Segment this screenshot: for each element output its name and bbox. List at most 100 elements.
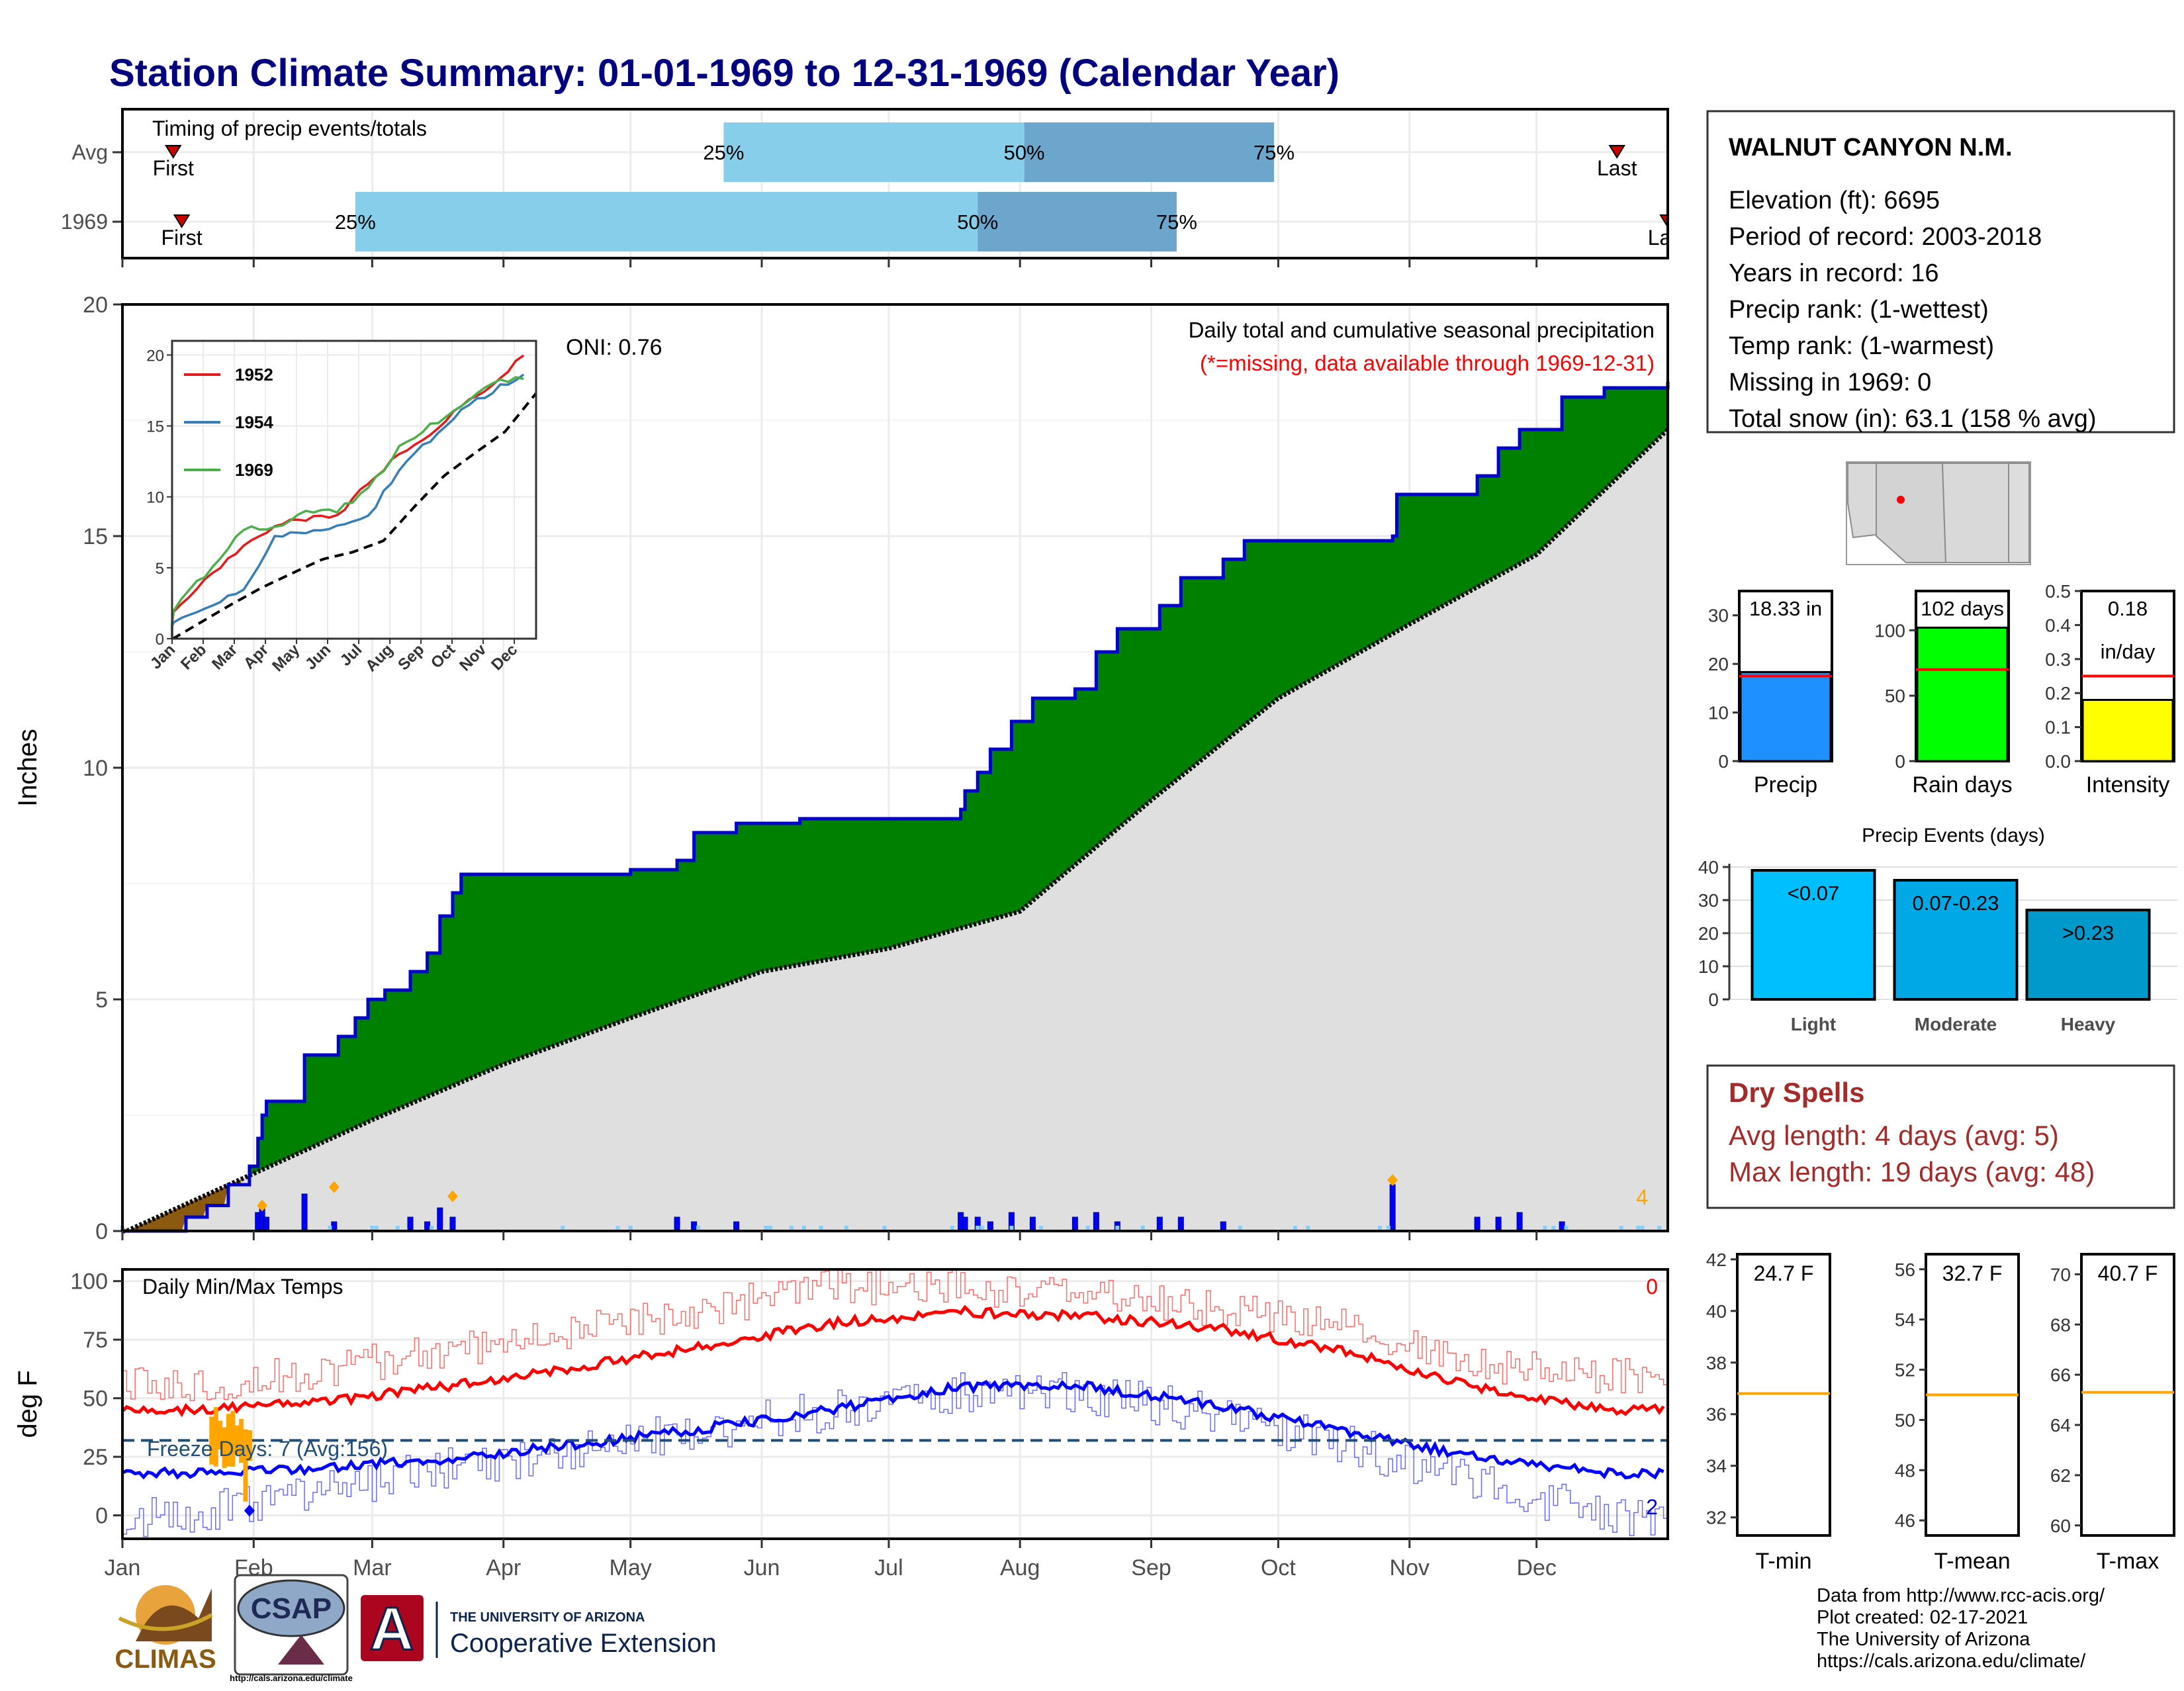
precip-legend-title: Daily total and cumulative seasonal prec…: [1189, 318, 1655, 342]
summary-bar-y-tick-label: 20: [1708, 654, 1729, 674]
summary-bar-chart-intensity: 0.18 in/day 0.0 0.1 0.2 0.3 0.4 0.5 Intensity: [2045, 581, 2175, 798]
station-info-line: Years in record: 16: [1729, 259, 1939, 287]
ua-logo: A THE UNIVERSITY OF ARIZONA Cooperative Ex…: [361, 1594, 716, 1664]
precip-trace-mark: [1140, 1226, 1145, 1231]
precip-daily-bar: [1093, 1212, 1099, 1232]
timing-q75-label: 75%: [1156, 210, 1197, 234]
temp-x-tick-label: Apr: [486, 1555, 521, 1580]
timing-first-marker: [173, 214, 191, 228]
summary-bar-y-tick-label: 0: [1895, 751, 1905, 772]
temp-box-value: 24.7 F: [1754, 1261, 1814, 1285]
precip-climatology-area: [122, 430, 1668, 1231]
precip-trace-mark: [1293, 1226, 1298, 1231]
temp-box-t-min: 24.7 F 32 34 36 38 40 42 T-min: [1706, 1250, 1831, 1574]
footer-line: Data from http://www.rcc-acis.org/: [1817, 1585, 2105, 1606]
dry-spells-box: Dry Spells Avg length: 4 days (avg: 5) Max…: [1706, 1064, 2175, 1209]
temp-chart: Daily Min/Max Temps Freeze Days: 7 (Avg:1…: [13, 1268, 1669, 1580]
precip-daily-bar: [407, 1216, 414, 1232]
temp-box-y-tick-label: 56: [1895, 1259, 1915, 1280]
precip-events-bar: [1893, 879, 2019, 1001]
precip-daily-bar: [733, 1221, 740, 1232]
precip-daily-bar: [691, 1221, 698, 1232]
temp-avg-max-line: [121, 1304, 1665, 1418]
map-station-marker: [1897, 496, 1905, 504]
precip-trace-mark: [976, 1226, 980, 1231]
inset-y-tick-label: 5: [156, 560, 164, 578]
temp-box-y-tick-label: 40: [1706, 1301, 1727, 1322]
temp-y-tick-label: 0: [95, 1504, 108, 1529]
precip-daily-bar: [331, 1221, 338, 1232]
precip-panel-border: [121, 303, 1669, 1232]
timing-last-marker: [1608, 145, 1626, 159]
precip-trace-mark: [615, 1226, 620, 1231]
summary-bar-label: Intensity: [2086, 772, 2170, 798]
summary-bar-y-tick-label: 0.2: [2045, 683, 2071, 704]
temp-box-label: T-max: [2097, 1549, 2159, 1574]
precip-trace-mark: [1386, 1226, 1390, 1231]
precip-daily-bar: [1220, 1221, 1226, 1232]
station-info-line: Precip rank: (1-wettest): [1729, 296, 1989, 324]
map-state-texas: [2008, 463, 2030, 563]
timing-first-label: First: [161, 226, 202, 250]
precip-trace-mark: [1657, 1226, 1662, 1231]
temp-freeze-event-bar: [239, 1418, 244, 1463]
precip-trace-mark: [430, 1226, 433, 1231]
summary-bar-y-tick-label: 0.4: [2045, 615, 2071, 635]
precip-trace-mark: [1377, 1226, 1382, 1231]
timing-row-label: 1969: [61, 210, 108, 234]
precip-trace-mark: [768, 1226, 772, 1231]
precip-trace-mark: [1636, 1226, 1641, 1231]
dry-spells-max: Max length: 19 days (avg: 48): [1729, 1156, 2095, 1187]
temp-y-tick-label: 75: [83, 1328, 108, 1353]
page-title: Station Climate Summary: 01-01-1969 to 1…: [109, 52, 1340, 95]
temp-box-y-tick-label: 52: [1895, 1360, 1915, 1381]
station-info-line: Period of record: 2003-2018: [1729, 223, 2042, 251]
temp-freeze-event-bar: [218, 1420, 223, 1450]
temp-box-value: 40.7 F: [2098, 1261, 2158, 1285]
precip-events-bar-value: <0.07: [1788, 882, 1839, 905]
inset-climatology-line: [171, 392, 537, 640]
precip-snow-marker: [257, 1199, 268, 1212]
precip-daily-bar: [1071, 1216, 1078, 1232]
precip-trace-mark: [1238, 1226, 1242, 1231]
precip-observed-line: [122, 381, 1670, 1233]
ua-logo-letter: A: [370, 1595, 414, 1663]
temp-x-tick-label: Jan: [105, 1555, 141, 1580]
temp-record-marker: [244, 1504, 255, 1517]
temp-x-tick-label: Nov: [1390, 1555, 1430, 1580]
precip-events-bar-value: 0.07-0.23: [1913, 891, 1999, 915]
summary-bar-value: 18.33 in: [1749, 597, 1822, 620]
temp-x-tick-label: Mar: [353, 1555, 392, 1580]
timing-last-label: Last: [1597, 156, 1637, 180]
precip-daily-bar: [674, 1216, 680, 1232]
summary-bar-y-tick-label: 30: [1708, 606, 1729, 626]
temp-box-y-tick-label: 36: [1706, 1404, 1727, 1425]
precip-events-bar-label: Light: [1791, 1014, 1836, 1034]
timing-bar-50-75: [978, 192, 1177, 251]
precip-daily-bar: [1474, 1216, 1480, 1232]
temp-x-tick-label: Dec: [1516, 1555, 1556, 1580]
temp-box-y-tick-label: 34: [1706, 1456, 1727, 1477]
temp-box-y-tick-label: 46: [1895, 1510, 1915, 1531]
precip-trace-mark: [1640, 1226, 1645, 1231]
summary-bar-label: Precip: [1754, 772, 1817, 798]
csap-logo-text: CSAP: [251, 1592, 332, 1625]
precip-y-tick-label: 5: [95, 987, 108, 1013]
precip-daily-bar: [1029, 1216, 1036, 1232]
temp-x-tick-label: Aug: [1000, 1555, 1040, 1580]
precip-snow-marker: [1387, 1174, 1398, 1186]
summary-bar-y-tick-label: 0.5: [2045, 581, 2071, 602]
temp-box-label: T-min: [1756, 1549, 1812, 1574]
climas-logo: CLIMAS: [114, 1585, 216, 1674]
precip-trace-mark: [1039, 1226, 1044, 1231]
temp-box-y-tick-label: 64: [2050, 1415, 2071, 1436]
dry-spells-title: Dry Spells: [1729, 1077, 1864, 1108]
precip-daily-bar: [1389, 1184, 1396, 1232]
precip-events-y-tick-label: 10: [1698, 956, 1719, 977]
temp-box-y-tick-label: 48: [1895, 1460, 1915, 1481]
precip-daily-bar: [301, 1193, 308, 1232]
climas-logo-text: CLIMAS: [114, 1645, 216, 1674]
inset-series-line: [171, 376, 524, 639]
summary-bar: [1739, 670, 1832, 762]
